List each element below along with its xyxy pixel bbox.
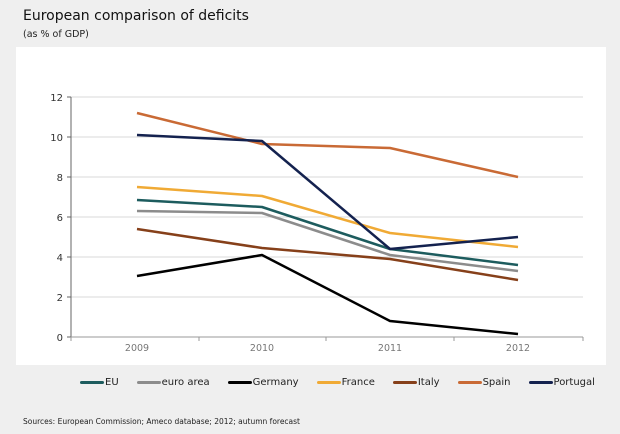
- legend-item: Italy: [392, 377, 440, 388]
- legend-label: France: [341, 377, 375, 388]
- y-tick-label: 0: [57, 333, 63, 344]
- series-line-eu: [136, 198, 519, 267]
- legend-label: Italy: [417, 377, 440, 388]
- y-tick-label: 6: [57, 213, 63, 224]
- y-tick-label: 4: [57, 253, 63, 264]
- legend-item: EU: [80, 377, 119, 388]
- series-line-germany: [136, 253, 519, 336]
- legend-label: euro area: [161, 377, 210, 388]
- x-tick-label: 2009: [125, 343, 149, 354]
- chart-title: European comparison of deficits: [23, 8, 249, 24]
- legend-item: euro area: [136, 377, 210, 388]
- legend-item: France: [316, 377, 375, 388]
- legend-label: Spain: [482, 377, 511, 388]
- series-line-euro-area: [136, 209, 519, 273]
- legend-label: Germany: [252, 377, 299, 388]
- y-tick-label: 2: [57, 293, 63, 304]
- x-tick-label: 2011: [378, 343, 402, 354]
- legend-label: EU: [105, 377, 119, 388]
- legend-swatch: [227, 381, 252, 384]
- legend-item: Portugal: [528, 377, 595, 388]
- x-tick-label: 2012: [506, 343, 530, 354]
- plot-panel: [16, 47, 606, 365]
- y-tick-label: 8: [57, 173, 63, 184]
- y-tick-label: 10: [50, 133, 63, 144]
- legend-swatch: [528, 381, 553, 384]
- legend-item: Germany: [227, 377, 299, 388]
- legend: EU euro area Germany France Italy Spain Portug…: [80, 377, 613, 388]
- x-tick-label: 2010: [250, 343, 274, 354]
- series-line-france: [136, 185, 519, 249]
- legend-item: Spain: [457, 377, 511, 388]
- legend-swatch: [136, 381, 161, 384]
- legend-swatch: [80, 381, 104, 384]
- series-line-italy: [136, 227, 519, 282]
- legend-swatch: [392, 381, 417, 384]
- legend-swatch: [316, 381, 341, 384]
- y-tick-label: 12: [50, 93, 63, 104]
- series-line-portugal: [136, 133, 519, 251]
- legend-label: Portugal: [553, 377, 595, 388]
- series-line-spain: [136, 111, 519, 179]
- chart-subtitle: (as % of GDP): [23, 29, 89, 40]
- legend-swatch: [457, 381, 482, 384]
- source-note: Sources: European Commission; Ameco data…: [23, 417, 301, 426]
